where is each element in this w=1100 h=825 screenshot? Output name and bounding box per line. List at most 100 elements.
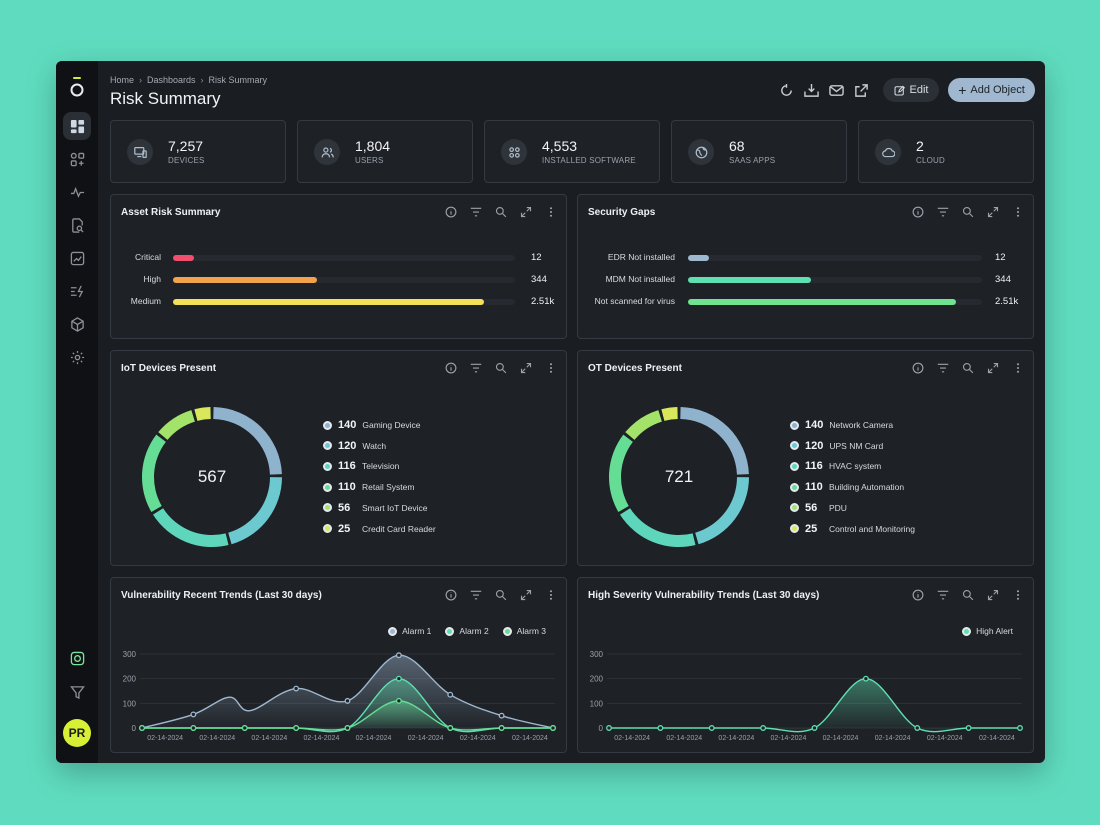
more-button[interactable] bbox=[1011, 588, 1025, 602]
sidebar-item-filter[interactable] bbox=[63, 678, 91, 706]
stat-card-installed-software[interactable]: 4,553 INSTALLED SOFTWARE bbox=[484, 120, 660, 183]
filter-button[interactable] bbox=[469, 361, 483, 375]
data-point[interactable] bbox=[293, 685, 300, 692]
legend-item[interactable]: 56 Smart IoT Device bbox=[323, 502, 428, 514]
bar-row[interactable]: Not scanned for virus 2.51k bbox=[578, 296, 1033, 308]
search-button[interactable] bbox=[494, 588, 508, 602]
refresh-button[interactable] bbox=[777, 81, 795, 99]
sidebar-item-packages[interactable] bbox=[63, 310, 91, 338]
series-line[interactable] bbox=[141, 654, 554, 729]
more-button[interactable] bbox=[544, 361, 558, 375]
bar-row[interactable]: Critical 12 bbox=[111, 252, 566, 264]
legend-item[interactable]: 110 Retail System bbox=[323, 481, 414, 493]
donut-segment[interactable] bbox=[620, 508, 696, 547]
data-point[interactable] bbox=[447, 691, 454, 698]
donut-segment[interactable] bbox=[194, 407, 211, 421]
download-button[interactable] bbox=[802, 81, 820, 99]
info-button[interactable] bbox=[444, 361, 458, 375]
donut-segment[interactable] bbox=[625, 410, 662, 440]
info-button[interactable] bbox=[444, 205, 458, 219]
data-point[interactable] bbox=[760, 725, 767, 731]
sidebar-item-automation[interactable] bbox=[63, 277, 91, 305]
data-point[interactable] bbox=[862, 675, 869, 682]
filter-button[interactable] bbox=[469, 205, 483, 219]
search-button[interactable] bbox=[961, 361, 975, 375]
data-point[interactable] bbox=[606, 725, 612, 731]
bar-row[interactable]: MDM Not installed 344 bbox=[578, 274, 1033, 286]
donut-segment[interactable] bbox=[158, 410, 195, 440]
donut-segment[interactable] bbox=[153, 508, 229, 547]
search-button[interactable] bbox=[961, 588, 975, 602]
sidebar-item-settings[interactable] bbox=[63, 343, 91, 371]
legend-item[interactable]: 140 Gaming Device bbox=[323, 419, 420, 431]
breadcrumb-dashboards[interactable]: Dashboards bbox=[147, 75, 196, 85]
filter-button[interactable] bbox=[469, 588, 483, 602]
filter-button[interactable] bbox=[936, 205, 950, 219]
legend-item[interactable]: 116 HVAC system bbox=[790, 460, 881, 472]
search-button[interactable] bbox=[494, 205, 508, 219]
sidebar-item-integrations[interactable] bbox=[63, 644, 91, 672]
legend-item[interactable]: 120 Watch bbox=[323, 440, 386, 452]
legend-item[interactable]: Alarm 1 bbox=[388, 626, 431, 636]
data-point[interactable] bbox=[657, 725, 664, 731]
data-point[interactable] bbox=[1017, 725, 1023, 731]
bar-row[interactable]: High 344 bbox=[111, 274, 566, 286]
donut-segment[interactable] bbox=[609, 434, 633, 512]
legend-item[interactable]: 25 Credit Card Reader bbox=[323, 523, 436, 535]
donut-segment[interactable] bbox=[680, 407, 749, 475]
share-button[interactable] bbox=[852, 81, 870, 99]
info-button[interactable] bbox=[444, 588, 458, 602]
search-button[interactable] bbox=[961, 205, 975, 219]
more-button[interactable] bbox=[544, 588, 558, 602]
data-point[interactable] bbox=[190, 711, 197, 718]
data-point[interactable] bbox=[395, 652, 402, 659]
sidebar-item-assets[interactable] bbox=[63, 145, 91, 173]
avatar[interactable]: PR bbox=[63, 719, 91, 747]
data-point[interactable] bbox=[293, 725, 300, 731]
data-point[interactable] bbox=[811, 725, 818, 731]
legend-item[interactable]: 56 PDU bbox=[790, 502, 847, 514]
donut-segment[interactable] bbox=[213, 407, 282, 475]
stat-card-devices[interactable]: 7,257 DEVICES bbox=[110, 120, 286, 183]
filter-button[interactable] bbox=[936, 588, 950, 602]
donut-segment[interactable] bbox=[661, 407, 678, 421]
legend-item[interactable]: Alarm 2 bbox=[445, 626, 489, 636]
more-button[interactable] bbox=[1011, 361, 1025, 375]
expand-button[interactable] bbox=[986, 361, 1000, 375]
sidebar-item-reports[interactable] bbox=[63, 211, 91, 239]
search-button[interactable] bbox=[494, 361, 508, 375]
stat-card-saas-apps[interactable]: 68 SAAS APPS bbox=[671, 120, 847, 183]
data-point[interactable] bbox=[344, 697, 351, 704]
legend-item[interactable]: Alarm 3 bbox=[502, 626, 546, 636]
info-button[interactable] bbox=[911, 361, 925, 375]
data-point[interactable] bbox=[708, 725, 715, 731]
donut-segment[interactable] bbox=[695, 477, 749, 545]
data-point[interactable] bbox=[395, 675, 402, 682]
legend-item[interactable]: High Alert bbox=[962, 626, 1013, 636]
sidebar-item-activity[interactable] bbox=[63, 178, 91, 206]
data-point[interactable] bbox=[914, 725, 921, 731]
legend-item[interactable]: 120 UPS NM Card bbox=[790, 440, 883, 452]
legend-item[interactable]: 110 Building Automation bbox=[790, 481, 904, 493]
info-button[interactable] bbox=[911, 205, 925, 219]
more-button[interactable] bbox=[544, 205, 558, 219]
email-button[interactable] bbox=[827, 81, 845, 99]
expand-button[interactable] bbox=[519, 205, 533, 219]
legend-item[interactable]: 25 Control and Monitoring bbox=[790, 523, 915, 535]
stat-card-cloud[interactable]: 2 CLOUD bbox=[858, 120, 1034, 183]
expand-button[interactable] bbox=[986, 205, 1000, 219]
expand-button[interactable] bbox=[519, 361, 533, 375]
legend-item[interactable]: 116 Television bbox=[323, 460, 399, 472]
data-point[interactable] bbox=[395, 697, 402, 704]
stat-card-users[interactable]: 1,804 USERS bbox=[297, 120, 473, 183]
donut-segment[interactable] bbox=[228, 477, 282, 545]
edit-button[interactable]: Edit bbox=[883, 78, 939, 102]
add-object-button[interactable]: + Add Object bbox=[948, 78, 1035, 102]
more-button[interactable] bbox=[1011, 205, 1025, 219]
data-point[interactable] bbox=[498, 725, 505, 731]
data-point[interactable] bbox=[241, 725, 248, 731]
data-point[interactable] bbox=[190, 725, 197, 731]
data-point[interactable] bbox=[965, 725, 972, 731]
bar-row[interactable]: Medium 2.51k bbox=[111, 296, 566, 308]
data-point[interactable] bbox=[498, 712, 505, 719]
